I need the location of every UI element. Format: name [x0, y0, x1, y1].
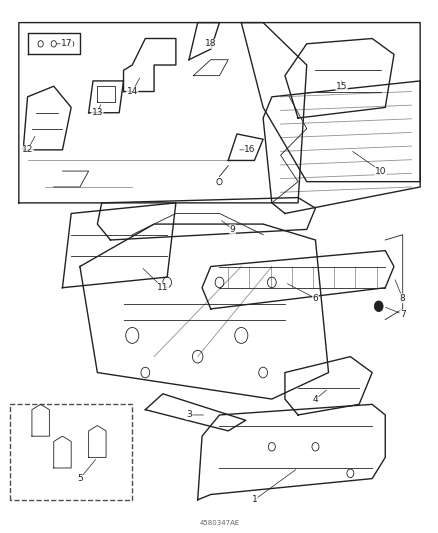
Text: 7: 7 — [399, 310, 405, 319]
Text: 9: 9 — [229, 225, 235, 234]
Text: 5: 5 — [77, 474, 83, 483]
Circle shape — [374, 301, 382, 312]
Text: 8: 8 — [399, 294, 405, 303]
Text: 13: 13 — [92, 108, 103, 117]
Text: 3: 3 — [186, 410, 191, 419]
Text: 11: 11 — [157, 283, 168, 292]
Text: 12: 12 — [22, 146, 33, 155]
Text: 10: 10 — [374, 166, 386, 175]
Text: 4580347AE: 4580347AE — [199, 520, 239, 526]
Text: 4: 4 — [312, 394, 318, 403]
Text: 14: 14 — [126, 87, 138, 96]
Text: 1: 1 — [251, 495, 257, 504]
Text: 16: 16 — [244, 146, 255, 155]
Text: 15: 15 — [335, 82, 346, 91]
Text: 17: 17 — [61, 39, 72, 49]
Text: 6: 6 — [312, 294, 318, 303]
Text: 18: 18 — [205, 39, 216, 49]
